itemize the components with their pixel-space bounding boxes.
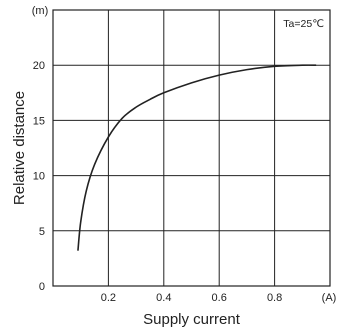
x-tick-label: 0.4 <box>156 292 171 304</box>
temperature-annotation: Ta=25℃ <box>283 18 324 30</box>
series-line <box>77 64 317 251</box>
y-tick-label: 0 <box>39 281 45 293</box>
x-tick-label: 0.8 <box>267 292 282 304</box>
x-axis-title: Supply current <box>143 311 241 328</box>
y-tick-label: 5 <box>39 226 45 238</box>
tick-layer: 0.2 0.4 0.6 0.8 0 5 10 15 20 <box>33 60 282 304</box>
x-axis-unit: (A) <box>322 292 337 304</box>
y-tick-label: 20 <box>33 60 45 72</box>
y-axis-title: Relative distance <box>11 91 28 205</box>
x-tick-label: 0.6 <box>212 292 227 304</box>
y-axis-unit: (m) <box>32 5 49 17</box>
grid-layer <box>53 10 330 286</box>
y-tick-label: 15 <box>33 115 45 127</box>
x-tick-label: 0.2 <box>101 292 116 304</box>
plot-frame <box>52 9 331 287</box>
y-tick-label: 10 <box>33 171 45 183</box>
